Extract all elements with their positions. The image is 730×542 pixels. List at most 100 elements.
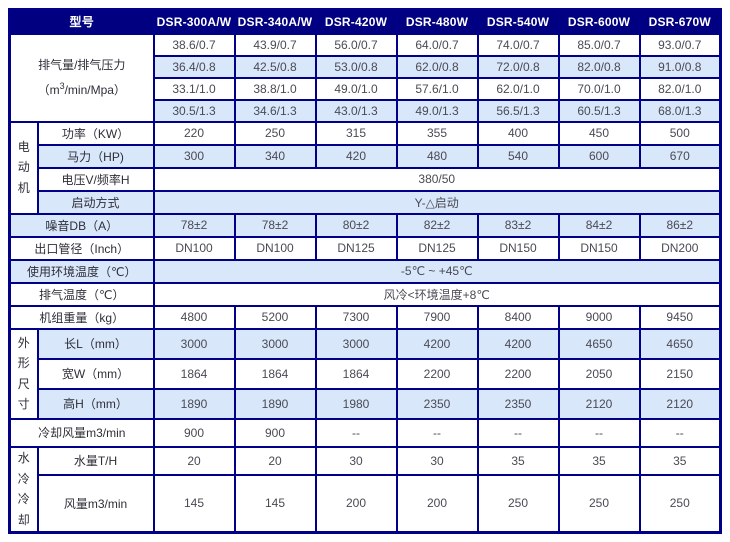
value-cell: 38.6/0.7	[152, 32, 236, 57]
value-cell: 91.0/0.8	[638, 54, 722, 79]
dimensions-group-text: 外形尺寸	[17, 335, 30, 411]
value-cell: 8400	[476, 304, 560, 330]
row-label-start-mode: 启动方式	[36, 189, 155, 215]
discharge-unit-post: /min/Mpa）	[64, 82, 126, 97]
table-row: 风量m3/min 145 145 200 200 250 250 250	[10, 473, 722, 534]
value-cell: 3000	[233, 327, 317, 360]
water-cooling-group-text: 水冷冷却	[17, 451, 30, 527]
value-cell: 1864	[314, 357, 398, 390]
value-cell: 4650	[557, 327, 641, 360]
value-cell: 2200	[395, 357, 479, 390]
row-label-power: 功率（KW）	[36, 120, 155, 146]
table-row: 外形尺寸 长L（mm） 3000 3000 3000 4200 4200 4650 465…	[8, 327, 722, 420]
value-cell: --	[395, 417, 479, 448]
value-cell: 540	[476, 143, 560, 169]
value-cell: --	[557, 417, 641, 448]
value-cell: 74.0/0.7	[476, 32, 560, 57]
value-cell: 36.4/0.8	[152, 54, 236, 79]
table-row: 启动方式 Y-△启动	[10, 189, 722, 215]
spanning-value-cell: 风冷<环境温度+8℃	[152, 281, 722, 307]
value-cell: 1864	[233, 357, 317, 390]
value-cell: 600	[557, 143, 641, 169]
value-cell: 60.5/1.3	[557, 98, 641, 123]
table-row: 水冷冷却 水量T/H 20 20 30 30 35 35 35	[8, 445, 722, 534]
value-cell: 2200	[476, 357, 560, 390]
value-cell: 200	[314, 473, 398, 534]
value-cell: 1864	[152, 357, 236, 390]
header-column: DSR-420W	[314, 8, 398, 35]
value-cell: 42.5/0.8	[233, 54, 317, 79]
value-cell: 33.1/1.0	[152, 76, 236, 101]
spanning-value-cell: 380/50	[152, 166, 722, 192]
value-cell: 250	[557, 473, 641, 534]
value-cell: 56.5/1.3	[476, 98, 560, 123]
value-cell: 84±2	[557, 212, 641, 238]
row-label-length: 长L（mm）	[36, 327, 155, 360]
value-cell: 4200	[476, 327, 560, 360]
value-cell: 200	[395, 473, 479, 534]
value-cell: 500	[638, 120, 722, 146]
value-cell: 85.0/0.7	[557, 32, 641, 57]
value-cell: 30	[314, 445, 398, 476]
value-cell: DN200	[638, 235, 722, 261]
header-column: DSR-300A/W	[152, 8, 236, 35]
value-cell: DN100	[152, 235, 236, 261]
value-cell: 145	[233, 473, 317, 534]
value-cell: 82.0/0.8	[557, 54, 641, 79]
value-cell: DN150	[476, 235, 560, 261]
value-cell: 315	[314, 120, 398, 146]
value-cell: 82.0/1.0	[638, 76, 722, 101]
value-cell: 62.0/0.8	[395, 54, 479, 79]
value-cell: --	[476, 417, 560, 448]
value-cell: 355	[395, 120, 479, 146]
value-cell: 1890	[152, 387, 236, 420]
discharge-unit-sup: 3	[59, 80, 65, 91]
value-cell: 78±2	[233, 212, 317, 238]
row-label-noise: 噪音DB（A）	[8, 212, 155, 238]
value-cell: 93.0/0.7	[638, 32, 722, 57]
value-cell: 400	[476, 120, 560, 146]
table-row: 电压V/频率H 380/50	[10, 166, 722, 192]
value-cell: 5200	[233, 304, 317, 330]
value-cell: 300	[152, 143, 236, 169]
value-cell: 7300	[314, 304, 398, 330]
table-row: 出口管径（Inch） DN100 DN100 DN125 DN125 DN150 DN1…	[8, 235, 722, 261]
value-cell: 35	[476, 445, 560, 476]
header-column: DSR-670W	[638, 8, 722, 35]
table-row: 使用环境温度（℃） -5℃ ~ +45℃	[8, 258, 722, 284]
table-row: 马力（HP) 300 340 420 480 540 600 670	[10, 143, 722, 169]
table-row: 高H（mm） 1890 1890 1980 2350 2350 2120 2120	[10, 387, 722, 420]
value-cell: 38.8/1.0	[233, 76, 317, 101]
table-row: 机组重量（kg） 4800 5200 7300 7900 8400 9000 9450	[8, 304, 722, 330]
row-label-outlet: 出口管径（Inch）	[8, 235, 155, 261]
row-label-discharge-temp: 排气温度（℃）	[8, 281, 155, 307]
value-cell: --	[638, 417, 722, 448]
value-cell: 43.9/0.7	[233, 32, 317, 57]
value-cell: 43.0/1.3	[314, 98, 398, 123]
value-cell: 670	[638, 143, 722, 169]
value-cell: DN150	[557, 235, 641, 261]
table-row: 冷却风量m3/min 900 900 -- -- -- -- --	[8, 417, 722, 448]
value-cell: 340	[233, 143, 317, 169]
value-cell: 2350	[476, 387, 560, 420]
value-cell: 53.0/0.8	[314, 54, 398, 79]
value-cell: 4200	[395, 327, 479, 360]
value-cell: 250	[233, 120, 317, 146]
value-cell: 20	[152, 445, 236, 476]
value-cell: 68.0/1.3	[638, 98, 722, 123]
value-cell: 9000	[557, 304, 641, 330]
table-row: 33.1/1.0 38.8/1.0 49.0/1.0 57.6/1.0 62.0/1.…	[10, 76, 722, 101]
value-cell: 250	[476, 473, 560, 534]
value-cell: 3000	[314, 327, 398, 360]
group-label-motor: 电动机	[8, 120, 39, 215]
value-cell: 900	[233, 417, 317, 448]
row-label-water-volume: 水量T/H	[36, 445, 155, 476]
value-cell: 220	[152, 120, 236, 146]
value-cell: 2120	[557, 387, 641, 420]
value-cell: 7900	[395, 304, 479, 330]
row-label-discharge: 排气量/排气压力 （m3/min/Mpa）	[8, 32, 155, 123]
value-cell: 1890	[233, 387, 317, 420]
row-label-voltage: 电压V/频率H	[36, 166, 155, 192]
header-model: 型号	[8, 8, 155, 35]
value-cell: 9450	[638, 304, 722, 330]
